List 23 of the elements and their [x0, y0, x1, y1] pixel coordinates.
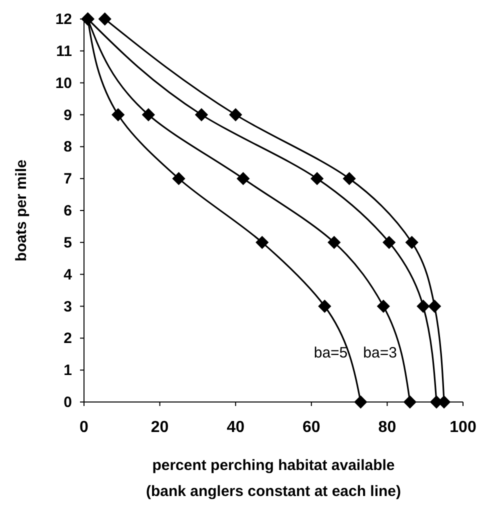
- y-tick-label: 11: [56, 42, 72, 60]
- x-tick-label: 20: [150, 419, 169, 436]
- series-label: ba=3: [363, 344, 397, 362]
- y-tick-label: 5: [64, 234, 72, 252]
- y-tick-label: 10: [55, 74, 72, 92]
- x-tick-label: 80: [378, 419, 396, 436]
- x-tick-label: 40: [226, 419, 245, 436]
- y-tick-label: 0: [64, 394, 72, 411]
- y-axis-title: boats per mile: [13, 160, 30, 262]
- x-tick-label: 100: [450, 419, 476, 436]
- y-tick-label: 2: [64, 330, 72, 348]
- y-tick-label: 4: [64, 266, 73, 284]
- y-tick-label: 8: [64, 138, 72, 156]
- y-tick-label: 6: [64, 202, 72, 220]
- y-tick-label: 7: [64, 170, 72, 188]
- series-label: ba=5: [314, 344, 348, 362]
- y-tick-label: 1: [64, 362, 72, 380]
- y-tick-label: 12: [55, 11, 72, 28]
- x-axis-title: percent perching habitat available (bank anglers constant at each line): [146, 457, 402, 500]
- x-tick-label: 60: [302, 419, 320, 436]
- x-tick-label: 0: [80, 419, 89, 436]
- y-tick-label: 3: [64, 298, 72, 316]
- y-tick-label: 9: [64, 106, 72, 124]
